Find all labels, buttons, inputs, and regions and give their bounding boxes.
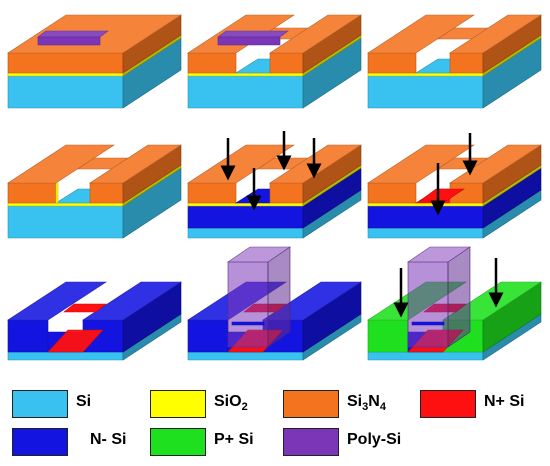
si-substrate-front (7, 75, 124, 109)
si3n4-right-front (269, 52, 304, 74)
legend-label-poly: Poly-Si (347, 431, 402, 448)
legend-label-si3n4-sub2: 4 (379, 401, 386, 414)
sio2-layer-front (367, 72, 484, 77)
legend-swatch-poly (283, 428, 339, 456)
left-well-top (6, 281, 108, 321)
si-substrate-front (367, 351, 484, 361)
legend-swatch-nminus (12, 428, 68, 456)
si3n4-left-front (7, 182, 57, 204)
si-substrate-front (187, 75, 304, 109)
process-step-5 (186, 131, 363, 239)
legend-swatch-si3n4 (283, 390, 339, 418)
gate-oxide-line (411, 321, 445, 326)
legend-swatch-si (12, 390, 68, 418)
legend-label-nminus: N- Si (90, 431, 127, 448)
n-plus-back-pad (63, 303, 107, 313)
si3n4-layer-front (7, 52, 124, 74)
poly-si-strip-top (37, 30, 109, 38)
trench-oxide-wall (55, 182, 59, 204)
sio2-layer-front (367, 202, 484, 207)
si3n4-left-front (187, 52, 237, 74)
process-flow-diagram (6, 14, 543, 361)
legend-label-nplus: N+ Si (484, 393, 525, 410)
legend-swatch-nplus (420, 390, 476, 418)
right-well-top (81, 281, 183, 321)
si3n4-right-top (448, 14, 543, 54)
si3n4-left-front (367, 182, 417, 204)
poly-si-strip-front (217, 36, 281, 46)
si3n4-left-front (367, 52, 417, 74)
n-si-layer-front (187, 205, 304, 229)
si-substrate-front (367, 227, 484, 239)
si3n4-left-top (6, 144, 116, 184)
si-substrate-front (7, 205, 124, 239)
legend-label-si: Si (76, 393, 92, 410)
process-step-3 (366, 14, 543, 109)
process-step-9 (366, 246, 543, 361)
si3n4-right-top (268, 14, 363, 54)
poly-gate-top (227, 246, 291, 263)
process-step-1 (6, 14, 183, 109)
si3n4-right-top (88, 144, 183, 184)
legend-label-sio2-sub: 2 (241, 401, 248, 414)
si-substrate-front (187, 227, 304, 239)
legend-swatch-pplus (150, 428, 206, 456)
legend-label-si3n4-n: N (368, 393, 380, 410)
gate-oxide-line (231, 321, 265, 326)
poly-gate-front (227, 261, 269, 348)
poly-gate-front (407, 261, 449, 348)
legend-label-sio2: SiO (214, 393, 242, 410)
process-step-2 (186, 14, 363, 109)
sio2-layer-front (187, 202, 304, 207)
legend-label-si3n4: Si (347, 393, 363, 410)
left-well-front (7, 319, 49, 353)
si3n4-left-top (366, 144, 476, 184)
si3n4-right-front (449, 52, 484, 74)
si3n4-right-front (269, 182, 304, 204)
si-substrate-front (7, 351, 124, 361)
n-si-layer-front (367, 205, 484, 229)
sio2-layer-front (7, 72, 124, 77)
left-well-front (367, 319, 409, 353)
n-plus-bridge (47, 329, 104, 353)
process-step-7 (6, 281, 183, 361)
sio2-layer-front (187, 72, 304, 77)
process-step-6 (366, 133, 543, 239)
poly-si-strip-front (37, 36, 101, 46)
legend-label-si3n4-sub: 3 (362, 401, 369, 414)
legend-label-pplus: P+ Si (214, 431, 254, 448)
sio2-layer-front (7, 202, 124, 207)
si3n4-left-top (366, 14, 476, 54)
poly-gate-top (407, 246, 471, 263)
legend-swatch-sio2 (150, 390, 206, 418)
poly-gate-side (267, 246, 291, 348)
process-step-4 (6, 144, 183, 239)
si-substrate-front (367, 75, 484, 109)
si3n4-left-top (186, 144, 296, 184)
left-well-front (187, 319, 229, 353)
process-step-8 (186, 246, 363, 361)
poly-si-strip-top (217, 30, 289, 38)
poly-gate-side (447, 246, 471, 348)
si-substrate-front (187, 351, 304, 361)
si3n4-left-front (187, 182, 237, 204)
si3n4-right-front (89, 182, 124, 204)
